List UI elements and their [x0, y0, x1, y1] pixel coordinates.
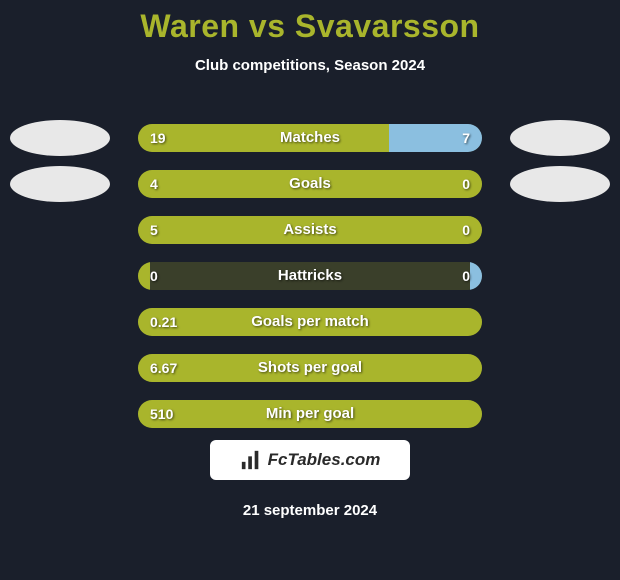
- stat-bar-right: [389, 124, 482, 152]
- logo-badge: FcTables.com: [210, 440, 410, 480]
- page-subtitle: Club competitions, Season 2024: [0, 57, 620, 74]
- stat-row: Assists50: [0, 210, 620, 256]
- stat-row: Hattricks00: [0, 256, 620, 302]
- stat-row: Matches197: [0, 118, 620, 164]
- stat-bar-left: [138, 124, 389, 152]
- stat-bar-left: [138, 400, 482, 428]
- player-avatar-left: [10, 166, 110, 202]
- comparison-infographic: Waren vs Svavarsson Club competitions, S…: [0, 0, 620, 580]
- stat-row: Goals per match0.21: [0, 302, 620, 348]
- stat-bar-track: [138, 354, 482, 382]
- stat-bar-track: [138, 216, 482, 244]
- footer-date: 21 september 2024: [0, 502, 620, 519]
- stats-rows: Matches197Goals40Assists50Hattricks00Goa…: [0, 118, 620, 440]
- player-avatar-right: [510, 120, 610, 156]
- stat-bar-track: [138, 400, 482, 428]
- stat-bar-track: [138, 308, 482, 336]
- stat-bar-left: [138, 262, 150, 290]
- player-avatar-right: [510, 166, 610, 202]
- stat-bar-right: [470, 262, 482, 290]
- stat-row: Goals40: [0, 164, 620, 210]
- bars-icon: [240, 449, 262, 471]
- stat-bar-track: [138, 262, 482, 290]
- stat-bar-track: [138, 124, 482, 152]
- stat-bar-left: [138, 354, 482, 382]
- stat-bar-track: [138, 170, 482, 198]
- stat-bar-left: [138, 308, 482, 336]
- stat-bar-left: [138, 170, 482, 198]
- logo-text: FcTables.com: [268, 450, 381, 470]
- stat-bar-left: [138, 216, 482, 244]
- stat-row: Min per goal510: [0, 394, 620, 440]
- page-title: Waren vs Svavarsson: [0, 0, 620, 45]
- player-avatar-left: [10, 120, 110, 156]
- stat-row: Shots per goal6.67: [0, 348, 620, 394]
